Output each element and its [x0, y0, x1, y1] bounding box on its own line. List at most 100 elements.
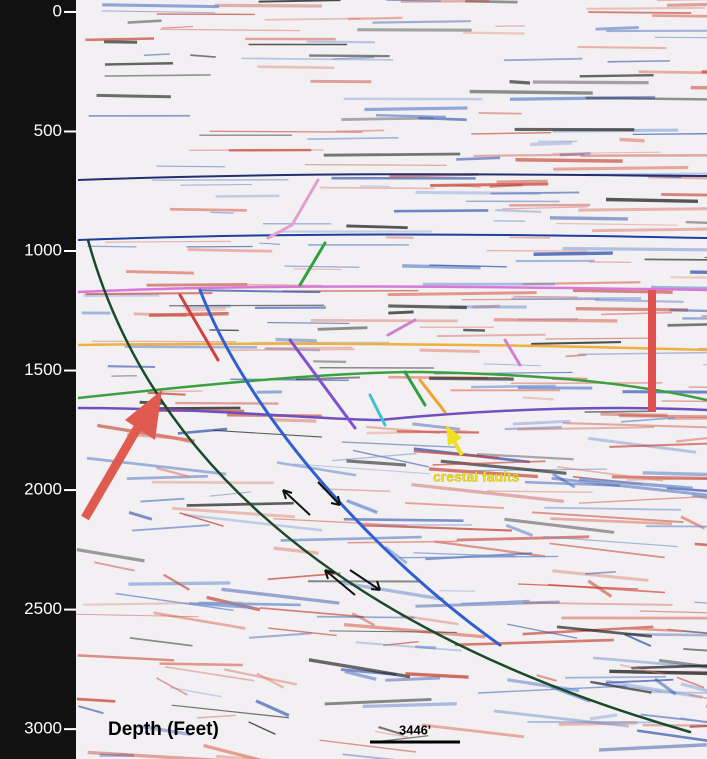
reflector — [151, 390, 203, 393]
reflector — [378, 735, 429, 742]
reflector — [229, 348, 355, 352]
reflector — [230, 378, 349, 382]
reflector — [164, 665, 255, 682]
horizon — [77, 173, 707, 181]
reflector — [619, 414, 707, 419]
slip-arrow — [317, 481, 341, 506]
reflector — [622, 390, 707, 394]
reflector — [183, 513, 323, 532]
reflector — [557, 466, 664, 482]
reflector — [317, 615, 415, 619]
reflector — [586, 6, 706, 10]
reflector — [76, 697, 116, 703]
reflector — [506, 623, 578, 639]
reflector — [186, 501, 294, 507]
reflector — [378, 725, 404, 736]
slip-arrow — [349, 569, 381, 591]
reflector — [175, 401, 279, 405]
reflector — [86, 456, 227, 476]
reflector — [156, 677, 188, 696]
reflector — [654, 36, 707, 39]
seismic-texture — [76, 0, 707, 759]
reflector — [387, 291, 537, 297]
reflector — [400, 614, 459, 626]
reflector — [419, 348, 480, 353]
reflector — [553, 165, 689, 171]
reflector — [102, 3, 220, 9]
reflector — [129, 636, 193, 647]
reflector — [690, 270, 707, 275]
reflector — [578, 477, 693, 490]
reflector — [210, 211, 234, 214]
reflector — [432, 460, 546, 466]
reflector — [624, 633, 652, 647]
reflector — [412, 422, 461, 431]
main-fault — [86, 238, 692, 734]
reflector — [548, 583, 666, 594]
reflector — [259, 242, 280, 245]
reflector — [273, 518, 407, 527]
reflector — [124, 345, 258, 349]
arrow-head — [446, 425, 462, 446]
reflector — [509, 80, 531, 85]
reflector — [556, 625, 652, 638]
reflector — [642, 471, 707, 477]
reflector — [161, 26, 194, 29]
reflector — [550, 517, 673, 526]
reflector — [504, 517, 615, 534]
reflector — [96, 93, 171, 99]
reflector — [163, 573, 190, 591]
reflector — [405, 672, 469, 679]
reflector — [344, 669, 377, 681]
reflector — [661, 400, 707, 403]
reflector — [127, 19, 162, 24]
reflector — [552, 569, 649, 582]
reflector — [284, 265, 360, 268]
reflector — [346, 459, 407, 467]
reflector — [197, 714, 236, 719]
tick-label: 2000 — [24, 480, 62, 499]
reflector — [536, 674, 557, 682]
reflector — [495, 208, 542, 214]
reflector — [342, 753, 397, 759]
reflector — [343, 622, 486, 639]
reflector — [411, 482, 564, 503]
reflector — [402, 264, 481, 270]
reflector — [413, 552, 516, 557]
reflector — [465, 0, 518, 4]
reflector — [308, 658, 411, 679]
reflector — [393, 209, 489, 213]
reflector — [530, 141, 572, 147]
reflector — [149, 311, 229, 318]
reflector — [545, 337, 657, 340]
reflector — [383, 640, 419, 647]
reflector — [589, 713, 618, 721]
reflector — [257, 65, 335, 70]
reflector — [461, 599, 530, 605]
reflector — [190, 54, 216, 58]
reflector — [304, 163, 447, 167]
reflector — [587, 579, 613, 598]
reflector — [454, 638, 614, 647]
fault — [368, 393, 387, 427]
reflector — [584, 410, 653, 413]
arrow-head — [125, 390, 162, 440]
reflector — [151, 480, 274, 485]
reflector — [313, 360, 346, 363]
reflector — [241, 57, 394, 61]
reflector — [493, 318, 618, 323]
slip-arrow — [282, 489, 311, 516]
reflector — [91, 340, 237, 343]
reflector — [469, 89, 593, 95]
reflector — [590, 680, 652, 694]
horizon — [77, 233, 707, 241]
reflector — [599, 743, 707, 752]
reflector — [543, 535, 678, 548]
reflector — [513, 295, 578, 298]
horizons — [77, 173, 707, 422]
reflector — [396, 430, 480, 434]
reflector — [272, 418, 317, 423]
reflector — [670, 276, 707, 279]
